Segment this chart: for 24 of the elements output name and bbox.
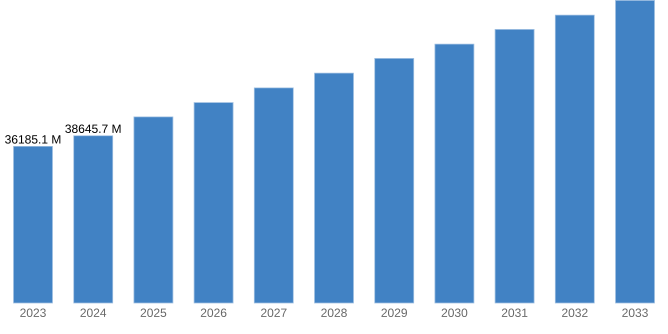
x-tick-label: 2026 [200, 308, 226, 318]
bar [374, 58, 414, 304]
bar [494, 29, 535, 304]
x-tick-label: 2027 [261, 308, 287, 318]
bar [254, 87, 294, 304]
bar [314, 72, 354, 304]
x-tick-label: 2031 [502, 308, 528, 318]
x-tick-label: 2025 [140, 308, 166, 318]
bar [134, 116, 174, 304]
bar [434, 44, 474, 304]
x-tick-label: 2023 [20, 308, 46, 318]
data-label: 36185.1 M [5, 135, 60, 144]
x-tick-label: 2028 [321, 308, 347, 318]
data-label: 38645.7 M [65, 124, 121, 133]
bar [73, 135, 114, 304]
x-tick-label: 2030 [442, 308, 468, 318]
x-tick-label: 2033 [622, 308, 648, 318]
bar [13, 146, 53, 304]
bar [615, 0, 655, 304]
bar [554, 14, 595, 304]
x-tick-label: 2024 [80, 308, 106, 318]
x-tick-label: 2029 [381, 308, 407, 318]
bar [194, 102, 234, 304]
x-tick-label: 2032 [562, 308, 588, 318]
